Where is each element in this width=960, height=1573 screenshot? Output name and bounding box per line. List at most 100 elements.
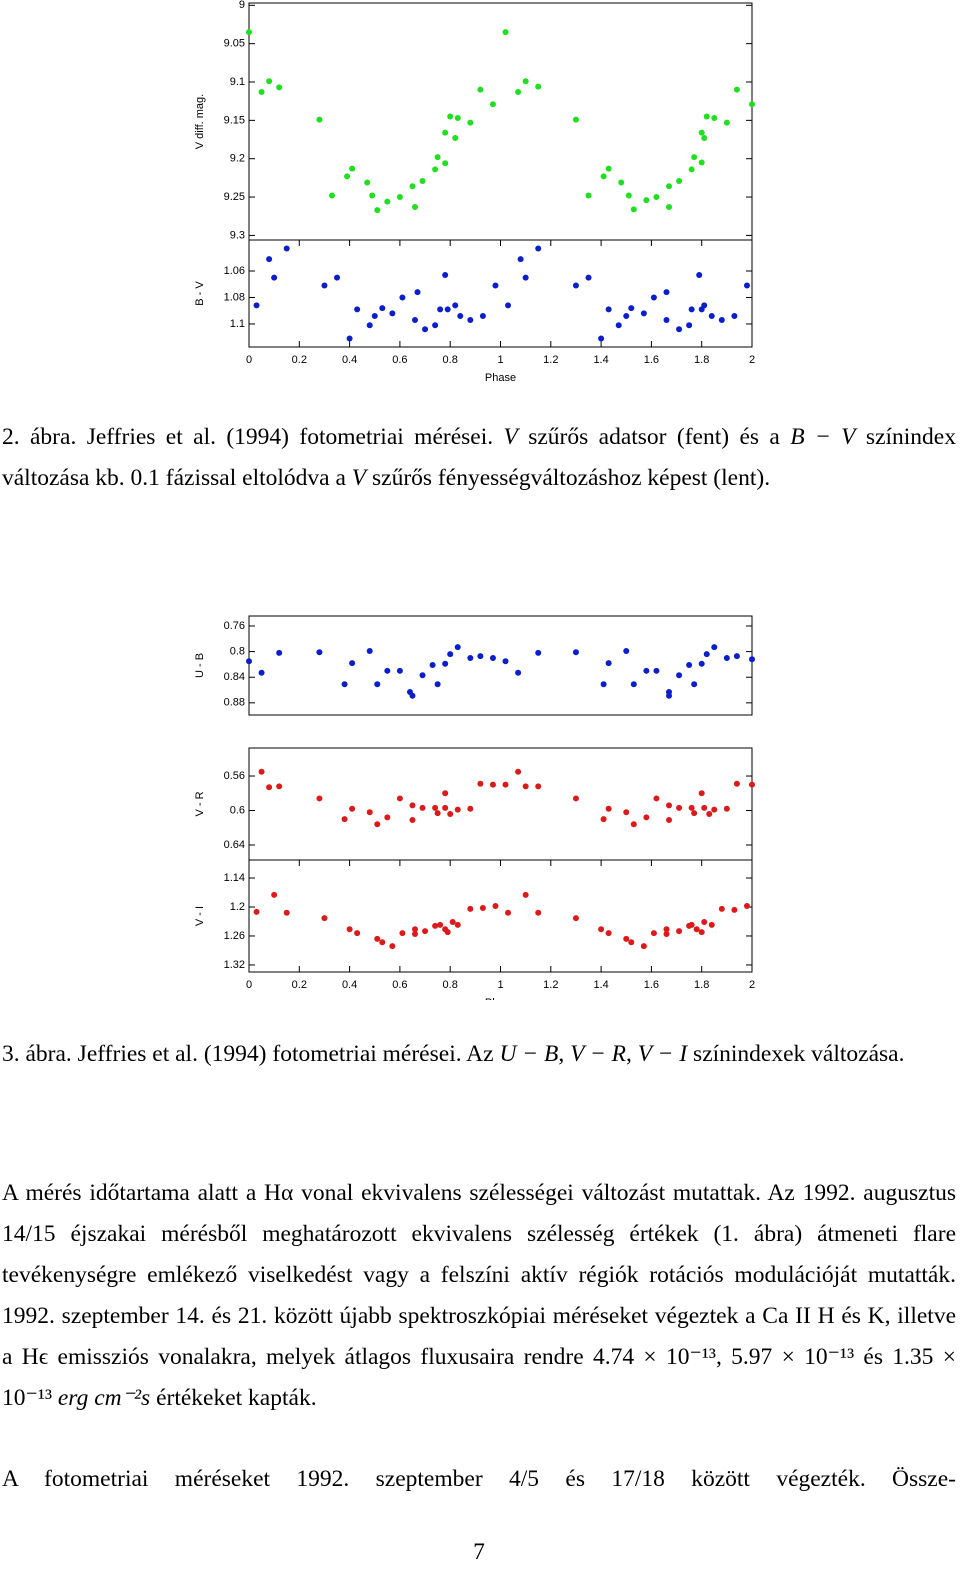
data-point [643, 814, 650, 821]
data-point [535, 783, 542, 790]
text-run: értékeket kapták. [150, 1385, 317, 1411]
data-point [489, 655, 496, 662]
data-point [676, 804, 683, 811]
paragraph: A mérés időtartama alatt a Hα vonal ekvi… [2, 1173, 956, 1419]
data-point [623, 647, 630, 654]
data-point [691, 681, 698, 688]
x-tick-label: 1.6 [644, 979, 659, 991]
data-point [467, 805, 474, 812]
data-point [522, 783, 529, 790]
data-point [447, 113, 454, 120]
data-point [663, 289, 670, 296]
data-point [630, 821, 637, 828]
data-point [711, 644, 718, 651]
data-point [477, 86, 484, 93]
data-point [467, 905, 474, 912]
data-point [663, 316, 670, 323]
data-point [691, 154, 698, 161]
data-point [384, 198, 391, 205]
data-point [749, 656, 755, 663]
data-point [600, 681, 607, 688]
data-point [479, 313, 486, 320]
data-point [701, 302, 708, 309]
x-tick-label: 0.4 [342, 979, 357, 991]
data-point [600, 173, 607, 180]
data-point [572, 649, 579, 656]
text-run: 3. ábra. Jeffries et al. (1994) fotometr… [2, 1041, 500, 1067]
x-tick-label: 1.2 [543, 979, 558, 991]
data-point [434, 810, 441, 817]
data-point [452, 134, 459, 141]
y-axis-label: V diff. mag. [194, 94, 206, 149]
data-point [733, 86, 740, 93]
data-point [522, 274, 529, 281]
data-point [384, 814, 391, 821]
data-point [432, 922, 439, 929]
figures: 9 9.05 9.1 9.15 9.2 9.25 9.3 V diff. mag. 1.06 1.… [194, 0, 755, 1000]
data-point [246, 658, 252, 665]
data-point [457, 313, 464, 320]
data-point [396, 667, 403, 674]
data-point [698, 929, 705, 936]
data-point [442, 160, 449, 167]
x-tick-label: 1 [497, 979, 503, 991]
data-point [517, 256, 524, 263]
y-tick-label: 1.2 [230, 901, 245, 913]
data-point [371, 313, 378, 320]
data-point [334, 274, 341, 281]
y-axis-label: V - R [194, 791, 206, 816]
data-point [522, 891, 529, 898]
data-point [454, 921, 461, 928]
data-point [718, 905, 725, 912]
y-tick-label: 1.26 [224, 930, 245, 942]
figure-2-caption: 2. ábra. Jeffries et al. (1994) fotometr… [2, 417, 956, 499]
y-tick-label: 9.3 [230, 229, 245, 241]
data-point [696, 271, 703, 278]
data-point [663, 931, 670, 938]
x-axis-label: Phase [485, 997, 516, 1000]
data-point [535, 83, 542, 90]
y-tick-label: 9.05 [224, 38, 245, 50]
data-point [429, 662, 436, 669]
data-point [688, 306, 695, 313]
data-point [437, 306, 444, 313]
data-point [422, 326, 429, 333]
data-point [411, 316, 418, 323]
y-tick-label: 9.2 [230, 153, 245, 165]
data-point [411, 926, 418, 933]
plot-frame [248, 615, 753, 716]
y-tick-label: 9.25 [224, 191, 245, 203]
data-point [615, 322, 622, 329]
data-point [253, 302, 260, 309]
data-point [346, 335, 353, 342]
y-tick-label: 9 [239, 0, 245, 11]
data-point [605, 165, 612, 172]
data-point [605, 660, 612, 667]
data-point [600, 816, 607, 823]
data-point [422, 928, 429, 935]
data-point [328, 192, 335, 199]
data-point [640, 943, 647, 950]
data-point [676, 177, 683, 184]
x-tick-label: 0.2 [292, 979, 307, 991]
x-tick-label: 0.4 [342, 354, 357, 366]
data-point [341, 816, 348, 823]
data-point [618, 179, 625, 186]
data-point [743, 282, 750, 289]
data-point [666, 183, 673, 190]
data-point [718, 316, 725, 323]
data-point [276, 783, 283, 790]
data-point [419, 804, 426, 811]
data-point [701, 804, 708, 811]
data-point [628, 305, 635, 312]
data-point [399, 930, 406, 937]
data-point [253, 908, 260, 915]
data-point [693, 926, 700, 933]
data-point [479, 904, 486, 911]
x-tick-label: 1.8 [694, 354, 709, 366]
data-point [686, 322, 693, 329]
math: V − R [570, 1041, 627, 1067]
data-point [283, 909, 290, 916]
data-point [572, 116, 579, 123]
data-point [625, 192, 632, 199]
